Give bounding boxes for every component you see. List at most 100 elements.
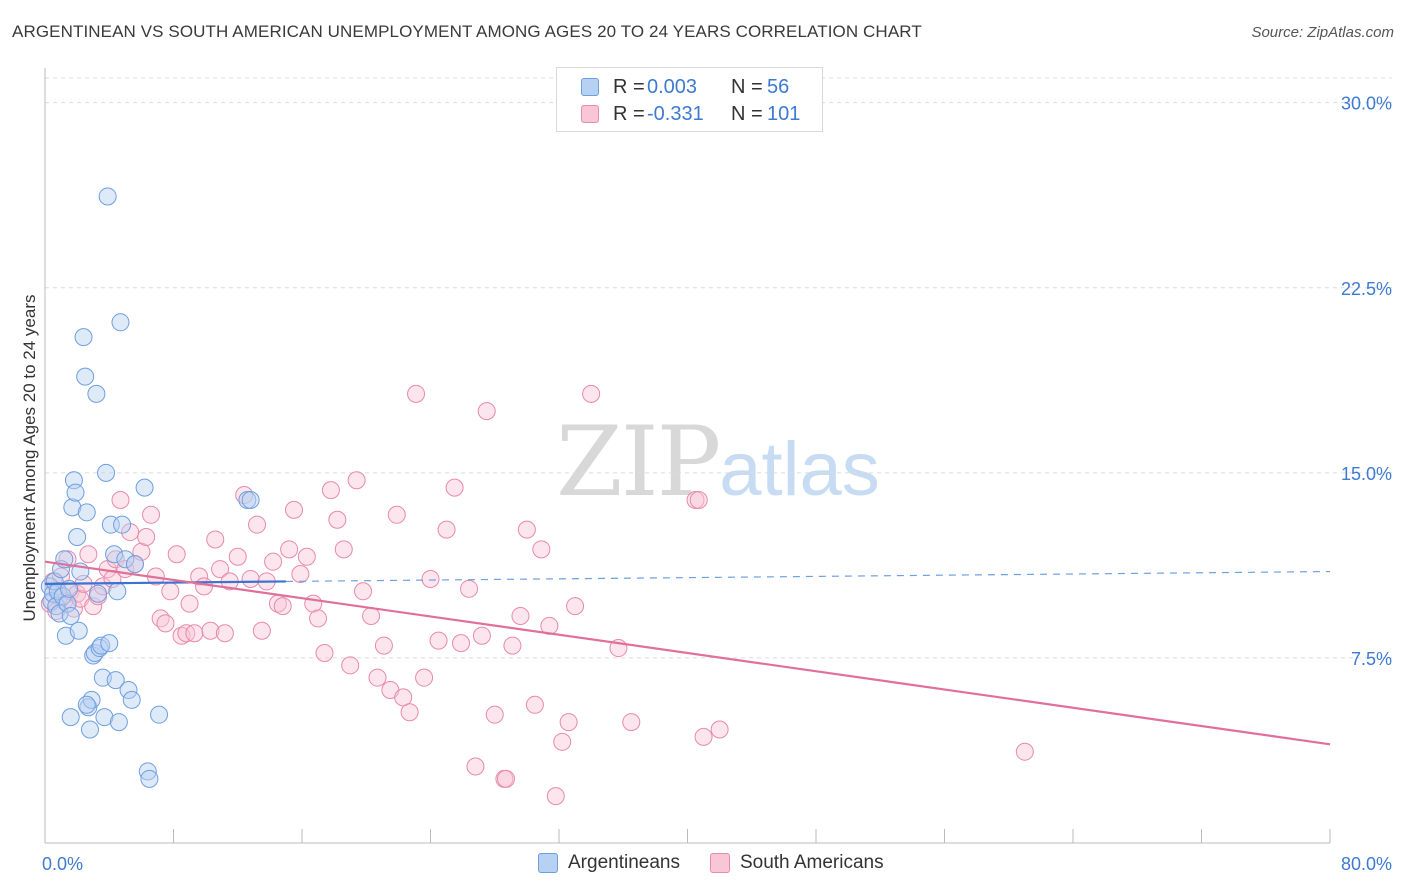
south-american-point [315,643,334,662]
watermark-zip: ZIP [556,406,721,518]
south-american-point [241,569,260,588]
south-american-point [477,402,496,421]
south-american-point [525,695,544,714]
argentinean-point [85,643,104,662]
r-label: R = [613,75,645,98]
r-label: R = [613,102,645,125]
legend-label: South Americans [739,852,884,873]
south-american-point [215,624,234,643]
south-american-point [582,384,601,403]
south-american-point [297,547,316,566]
south-american-point [429,631,448,650]
south-american-point [496,769,515,788]
south-american-point [400,703,419,722]
argentinean-point [68,528,87,546]
argentinean-point [125,555,144,574]
x-tick-label: 0.0% [42,854,83,874]
legend-swatch-pink [581,105,599,123]
south-american-point [228,547,247,566]
argentinean-point [111,313,130,332]
r-value: 0.003 [647,75,698,98]
argentinean-point [119,681,138,699]
south-american-point [341,656,360,675]
argentinean-point [76,367,95,386]
south-american-point [111,490,130,509]
south-american-point [190,567,209,586]
argentinean-point [140,769,159,788]
south-american-point [566,597,585,616]
legend-swatch-blue [581,78,599,96]
n-label: N = [731,102,763,125]
argentinean-trend-line [44,580,286,585]
n-label: N = [731,75,763,98]
south-american-point [460,579,479,598]
argentinean-point [77,695,96,714]
south-american-point [710,720,729,739]
south-american-point [511,606,530,625]
south-american-point [347,471,366,490]
argentinean-point [138,762,157,781]
south-american-point [291,565,310,584]
argentinean-point [106,671,125,690]
south-american-point [407,384,426,403]
south-american-point [156,614,175,633]
argentinean-point [87,384,106,403]
south-american-point [309,609,328,628]
south-american-point [394,688,413,707]
south-american-point [452,634,471,653]
south-american-point [368,668,387,687]
r-value: -0.331 [647,102,704,125]
source-label: Source: ZipAtlas.com [1251,24,1394,41]
south-american-point [421,569,440,588]
argentinean-point [80,720,99,739]
south-american-point [79,545,98,564]
argentinean-point [69,621,88,640]
south-american-trend-line [44,560,1331,746]
south-american-point [334,540,353,559]
south-american-point [415,668,434,687]
legend-swatch-blue [538,853,558,873]
argentinean-point [150,705,169,724]
y-tick-label: 30.0% [1341,94,1392,114]
south-american-point [273,597,292,616]
south-american-point [559,713,578,732]
legend-row-south-americans: R = -0.331 N = 101 [581,101,800,127]
south-american-point [248,515,267,534]
argentinean-point [113,515,132,534]
south-american-point [328,510,347,529]
south-american-point [142,505,161,524]
south-american-point [694,727,713,746]
south-american-point [387,505,406,524]
south-american-point [167,545,186,564]
stats-legend: R = 0.003 N = 56 R = -0.331 N = 101 [556,67,823,132]
legend-swatch-pink [709,853,730,873]
legend-label: Argentineans [568,852,680,873]
south-american-point [252,621,271,640]
south-american-point [362,606,381,625]
legend-item-south-americans: South Americans [709,852,884,874]
south-american-point [284,500,303,519]
south-american-point [532,540,551,559]
south-american-point [689,490,708,509]
south-american-point [472,626,491,645]
argentinean-point [61,606,80,625]
argentinean-point [116,550,135,569]
south-american-point [437,520,456,539]
argentinean-point [63,498,82,517]
south-american-point [185,624,204,643]
south-american-point [264,552,283,571]
argentinean-point [122,690,141,709]
watermark-atlas: atlas [719,427,880,512]
south-american-point [206,530,225,549]
watermark: ZIPatlas [556,406,880,518]
argentinean-point [66,483,85,502]
argentinean-point [74,328,93,347]
south-american-point [180,594,199,613]
south-american-point [517,520,536,539]
south-american-point [321,481,340,500]
south-american-point [201,621,220,640]
argentinean-point [98,187,117,206]
south-american-point [195,577,214,596]
south-american-point [374,636,393,655]
y-tick-label: 22.5% [1341,279,1392,299]
